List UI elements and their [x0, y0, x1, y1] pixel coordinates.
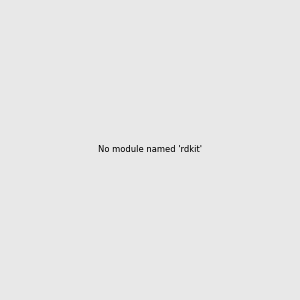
- Text: No module named 'rdkit': No module named 'rdkit': [98, 146, 202, 154]
